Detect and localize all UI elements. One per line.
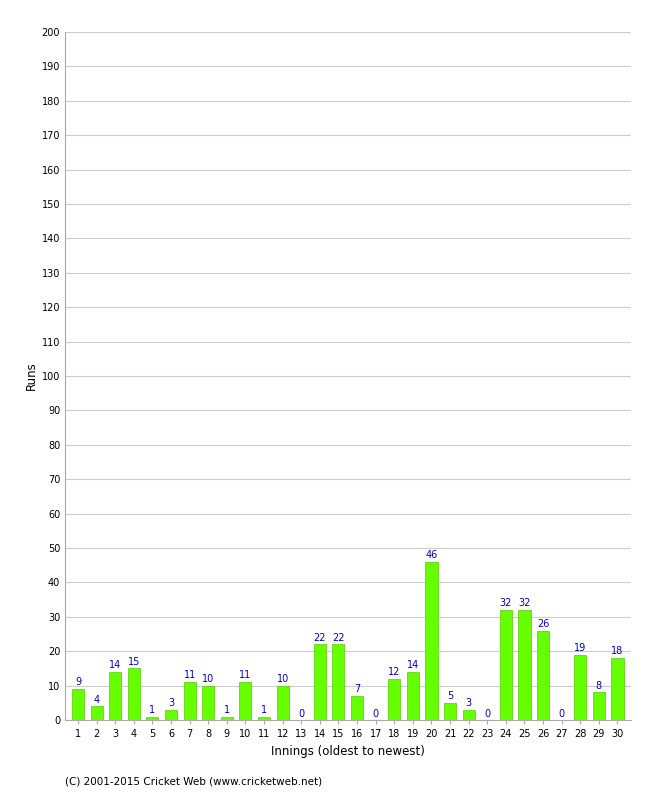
Text: 11: 11 <box>239 670 252 681</box>
Text: (C) 2001-2015 Cricket Web (www.cricketweb.net): (C) 2001-2015 Cricket Web (www.cricketwe… <box>65 776 322 786</box>
Text: 14: 14 <box>109 660 122 670</box>
Bar <box>128 669 140 720</box>
Text: 5: 5 <box>447 691 453 701</box>
Text: 3: 3 <box>465 698 472 708</box>
Text: 0: 0 <box>372 709 379 718</box>
Bar <box>593 693 605 720</box>
Bar <box>314 644 326 720</box>
Text: 19: 19 <box>574 643 586 653</box>
Text: 9: 9 <box>75 678 81 687</box>
Text: 18: 18 <box>612 646 623 656</box>
Bar <box>463 710 474 720</box>
Bar <box>202 686 215 720</box>
Bar <box>165 710 177 720</box>
Bar <box>537 630 549 720</box>
Bar <box>258 717 270 720</box>
Bar <box>444 702 456 720</box>
Bar <box>90 706 103 720</box>
Text: 1: 1 <box>261 705 267 715</box>
Text: 10: 10 <box>202 674 215 684</box>
Text: 26: 26 <box>537 619 549 629</box>
Text: 11: 11 <box>183 670 196 681</box>
Bar <box>332 644 345 720</box>
Text: 46: 46 <box>425 550 437 560</box>
Text: 0: 0 <box>484 709 490 718</box>
Text: 32: 32 <box>518 598 530 608</box>
Bar <box>351 696 363 720</box>
Text: 8: 8 <box>596 681 602 690</box>
Bar <box>72 689 84 720</box>
Text: 3: 3 <box>168 698 174 708</box>
Text: 1: 1 <box>224 705 230 715</box>
Text: 22: 22 <box>332 633 345 642</box>
Text: 32: 32 <box>500 598 512 608</box>
Text: 10: 10 <box>276 674 289 684</box>
Text: 14: 14 <box>407 660 419 670</box>
Bar <box>612 658 623 720</box>
Y-axis label: Runs: Runs <box>25 362 38 390</box>
X-axis label: Innings (oldest to newest): Innings (oldest to newest) <box>271 745 424 758</box>
Text: 0: 0 <box>558 709 565 718</box>
Bar <box>146 717 159 720</box>
Bar <box>221 717 233 720</box>
Bar <box>109 672 122 720</box>
Bar <box>277 686 289 720</box>
Bar <box>425 562 437 720</box>
Text: 12: 12 <box>388 667 400 677</box>
Text: 1: 1 <box>150 705 155 715</box>
Text: 15: 15 <box>127 657 140 666</box>
Bar <box>183 682 196 720</box>
Bar <box>239 682 252 720</box>
Bar <box>407 672 419 720</box>
Bar <box>574 654 586 720</box>
Bar <box>500 610 512 720</box>
Text: 7: 7 <box>354 684 360 694</box>
Bar <box>388 678 400 720</box>
Text: 0: 0 <box>298 709 304 718</box>
Bar <box>519 610 530 720</box>
Text: 22: 22 <box>313 633 326 642</box>
Text: 4: 4 <box>94 694 99 705</box>
